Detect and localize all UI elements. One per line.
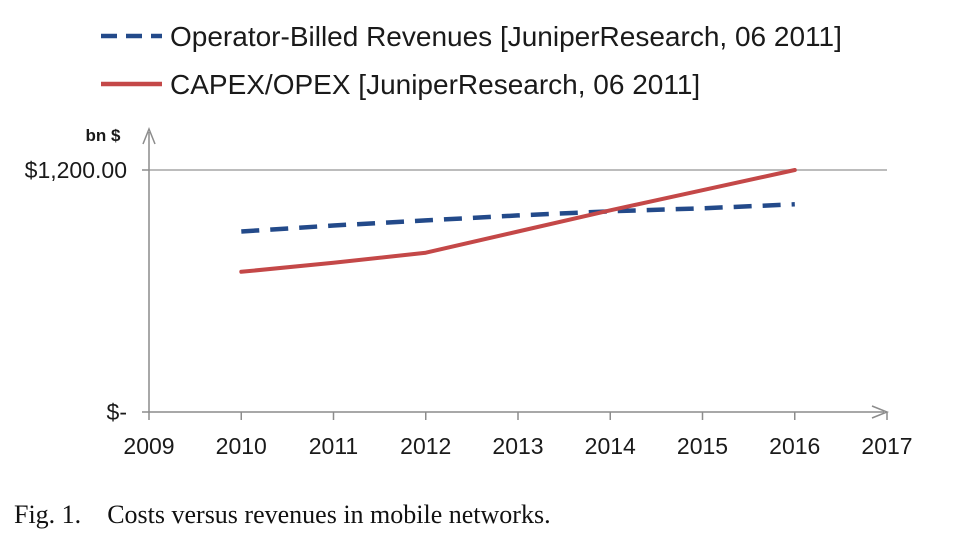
x-tick-label: 2012 — [400, 433, 451, 459]
series-line-2 — [239, 168, 797, 274]
ticks: bn $ $- $1,200.00 2009 2010 2011 2012 2013 2014 2… — [25, 126, 913, 459]
x-tick-label: 2009 — [123, 433, 174, 459]
x-tick-label: 2016 — [769, 433, 820, 459]
y-tick-label: $1,200.00 — [25, 157, 127, 183]
caption-text: Costs versus revenues in mobile networks… — [107, 500, 551, 529]
y-axis-label: bn $ — [86, 126, 121, 145]
caption-label: Fig. 1. — [14, 500, 82, 529]
series-line-1 — [241, 202, 795, 234]
x-tick-label: 2014 — [585, 433, 636, 459]
legend: Operator-Billed Revenues [JuniperResearc… — [101, 21, 842, 100]
y-tick-label: $- — [107, 399, 127, 425]
x-tick-label: 2010 — [216, 433, 267, 459]
chart: Operator-Billed Revenues [JuniperResearc… — [25, 21, 913, 459]
x-tick-label: 2015 — [677, 433, 728, 459]
legend-label-2: CAPEX/OPEX [JuniperResearch, 06 2011] — [170, 69, 700, 100]
x-tick-label: 2011 — [309, 433, 358, 459]
series-layer — [239, 168, 797, 274]
y-axis-arrow-icon — [142, 126, 156, 145]
legend-label-1: Operator-Billed Revenues [JuniperResearc… — [170, 21, 842, 52]
x-tick-label: 2017 — [861, 433, 912, 459]
figure-caption: Fig. 1. Costs versus revenues in mobile … — [14, 500, 551, 530]
axes — [142, 126, 890, 419]
x-tick-label: 2013 — [492, 433, 543, 459]
